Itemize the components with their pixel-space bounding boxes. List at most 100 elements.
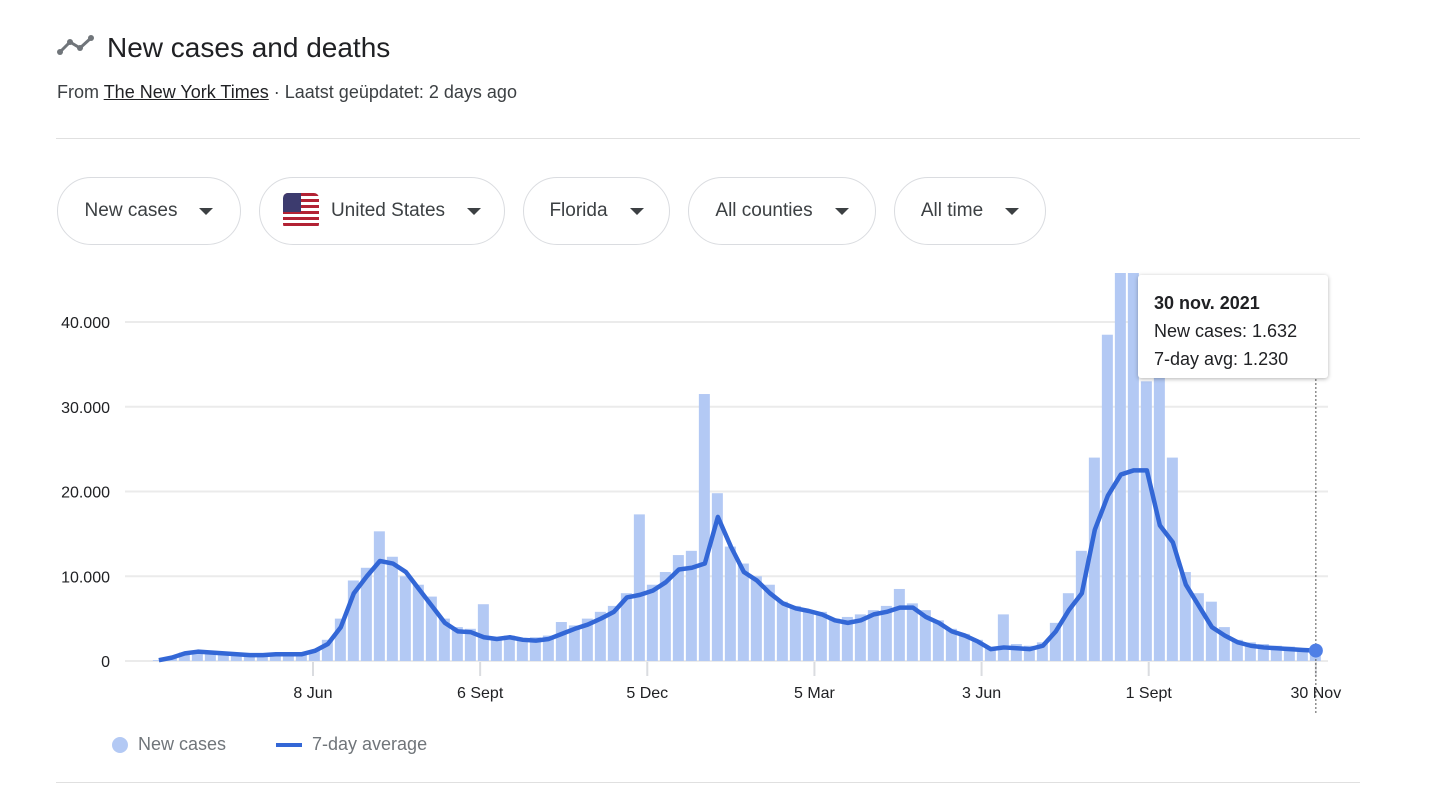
county-dropdown[interactable]: All counties bbox=[688, 177, 876, 245]
x-tick-label: 5 Dec bbox=[626, 685, 668, 702]
new-cases-bar bbox=[984, 648, 996, 661]
country-label: United States bbox=[330, 200, 446, 221]
new-cases-bar bbox=[880, 605, 892, 661]
new-cases-bar bbox=[802, 610, 814, 661]
new-cases-bar bbox=[711, 493, 723, 661]
new-cases-bar bbox=[542, 635, 554, 661]
new-cases-bar bbox=[737, 563, 749, 661]
new-cases-bar bbox=[997, 614, 1009, 661]
time-range-dropdown[interactable]: All time bbox=[894, 177, 1046, 245]
new-cases-bar bbox=[191, 650, 203, 661]
state-dropdown[interactable]: Florida bbox=[523, 177, 670, 245]
new-cases-bar bbox=[334, 618, 346, 661]
top-divider bbox=[56, 138, 1360, 139]
new-cases-bar bbox=[308, 649, 320, 661]
x-tick-label: 1 Sept bbox=[1126, 685, 1173, 702]
new-cases-bar bbox=[620, 593, 632, 661]
y-tick-label: 40.000 bbox=[61, 315, 110, 332]
new-cases-bar bbox=[1270, 645, 1282, 661]
new-cases-bar bbox=[529, 637, 541, 661]
new-cases-bar bbox=[854, 614, 866, 661]
new-cases-bar bbox=[438, 618, 450, 661]
new-cases-bar bbox=[347, 580, 359, 661]
new-cases-bar bbox=[1283, 646, 1295, 661]
new-cases-bar bbox=[958, 633, 970, 661]
new-cases-bar bbox=[1296, 648, 1308, 661]
new-cases-bar bbox=[867, 610, 879, 661]
caret-down-icon bbox=[199, 207, 214, 215]
new-cases-bar bbox=[1192, 593, 1204, 661]
new-cases-bar bbox=[724, 546, 736, 661]
new-cases-bar bbox=[399, 576, 411, 661]
country-dropdown[interactable]: United States bbox=[259, 177, 505, 245]
new-cases-bar bbox=[1127, 273, 1139, 661]
x-tick-label: 3 Jun bbox=[962, 685, 1001, 702]
new-cases-bar bbox=[230, 653, 242, 661]
new-cases-bar bbox=[256, 654, 268, 661]
state-label: Florida bbox=[549, 200, 608, 221]
new-cases-bar bbox=[321, 639, 333, 661]
new-cases-bar bbox=[568, 625, 580, 661]
seven-day-average-line bbox=[158, 468, 1316, 663]
source-line: From The New York Times · Laatst geüpdat… bbox=[57, 82, 517, 103]
new-cases-bar bbox=[295, 653, 307, 661]
new-cases-bar bbox=[282, 653, 294, 661]
new-cases-bar bbox=[1114, 273, 1126, 661]
new-cases-bar bbox=[152, 660, 164, 661]
source-prefix: From bbox=[57, 82, 99, 102]
bottom-divider bbox=[56, 782, 1360, 783]
tooltip-date: 30 nov. 2021 bbox=[1154, 293, 1260, 313]
x-tick-label: 8 Jun bbox=[293, 685, 332, 702]
new-cases-bar bbox=[1036, 642, 1048, 661]
county-label: All counties bbox=[715, 200, 813, 221]
legend-7-day-average[interactable]: 7-day average bbox=[276, 734, 427, 755]
new-cases-bar bbox=[477, 604, 489, 661]
hover-point[interactable] bbox=[1308, 643, 1323, 658]
caret-down-icon bbox=[1005, 207, 1020, 215]
x-tick-label: 5 Mar bbox=[794, 685, 836, 702]
new-cases-bar bbox=[893, 588, 905, 661]
y-tick-label: 30.000 bbox=[61, 400, 110, 417]
new-cases-bar bbox=[750, 576, 762, 661]
new-cases-bar bbox=[412, 584, 424, 661]
new-cases-bar bbox=[555, 622, 567, 661]
new-cases-bar bbox=[386, 556, 398, 661]
new-cases-bar bbox=[1062, 593, 1074, 661]
x-tick-label: 6 Sept bbox=[457, 685, 504, 702]
new-cases-bar bbox=[815, 611, 827, 661]
new-cases-bar bbox=[464, 628, 476, 661]
legend-new-cases[interactable]: New cases bbox=[112, 734, 226, 755]
source-link[interactable]: The New York Times bbox=[103, 82, 269, 102]
legend-dot-icon bbox=[112, 736, 128, 753]
metric-dropdown[interactable]: New cases bbox=[57, 177, 241, 245]
new-cases-bar bbox=[217, 653, 229, 661]
new-cases-bar bbox=[1218, 627, 1230, 661]
page-title: New cases and deaths bbox=[107, 32, 391, 63]
new-cases-bar bbox=[581, 618, 593, 661]
new-cases-bar bbox=[1049, 622, 1061, 661]
new-cases-bar bbox=[269, 654, 281, 661]
new-cases-bar bbox=[204, 651, 216, 661]
new-cases-bar bbox=[932, 620, 944, 661]
new-cases-bar bbox=[971, 639, 983, 661]
new-cases-bar bbox=[659, 572, 671, 661]
new-cases-bar bbox=[425, 596, 437, 661]
new-cases-bar bbox=[1088, 457, 1100, 661]
new-cases-bar bbox=[841, 616, 853, 661]
new-cases-bar bbox=[1166, 457, 1178, 661]
new-cases-bar bbox=[828, 618, 840, 661]
caret-down-icon bbox=[467, 207, 482, 215]
new-cases-bar bbox=[776, 601, 788, 661]
new-cases-bar bbox=[1140, 381, 1152, 661]
trending-line-icon bbox=[57, 35, 94, 55]
time-range-label: All time bbox=[920, 200, 984, 221]
new-cases-bar bbox=[789, 605, 801, 661]
new-cases-bar bbox=[243, 655, 255, 661]
tooltip-new-cases: New cases: 1.632 bbox=[1154, 321, 1298, 341]
new-cases-bar bbox=[1231, 639, 1243, 661]
new-cases-bar bbox=[373, 531, 385, 661]
chart-tooltip: 30 nov. 2021 New cases: 1.632 7-day avg:… bbox=[1138, 275, 1328, 378]
new-cases-bar bbox=[1010, 644, 1022, 661]
new-cases-bar bbox=[672, 555, 684, 661]
